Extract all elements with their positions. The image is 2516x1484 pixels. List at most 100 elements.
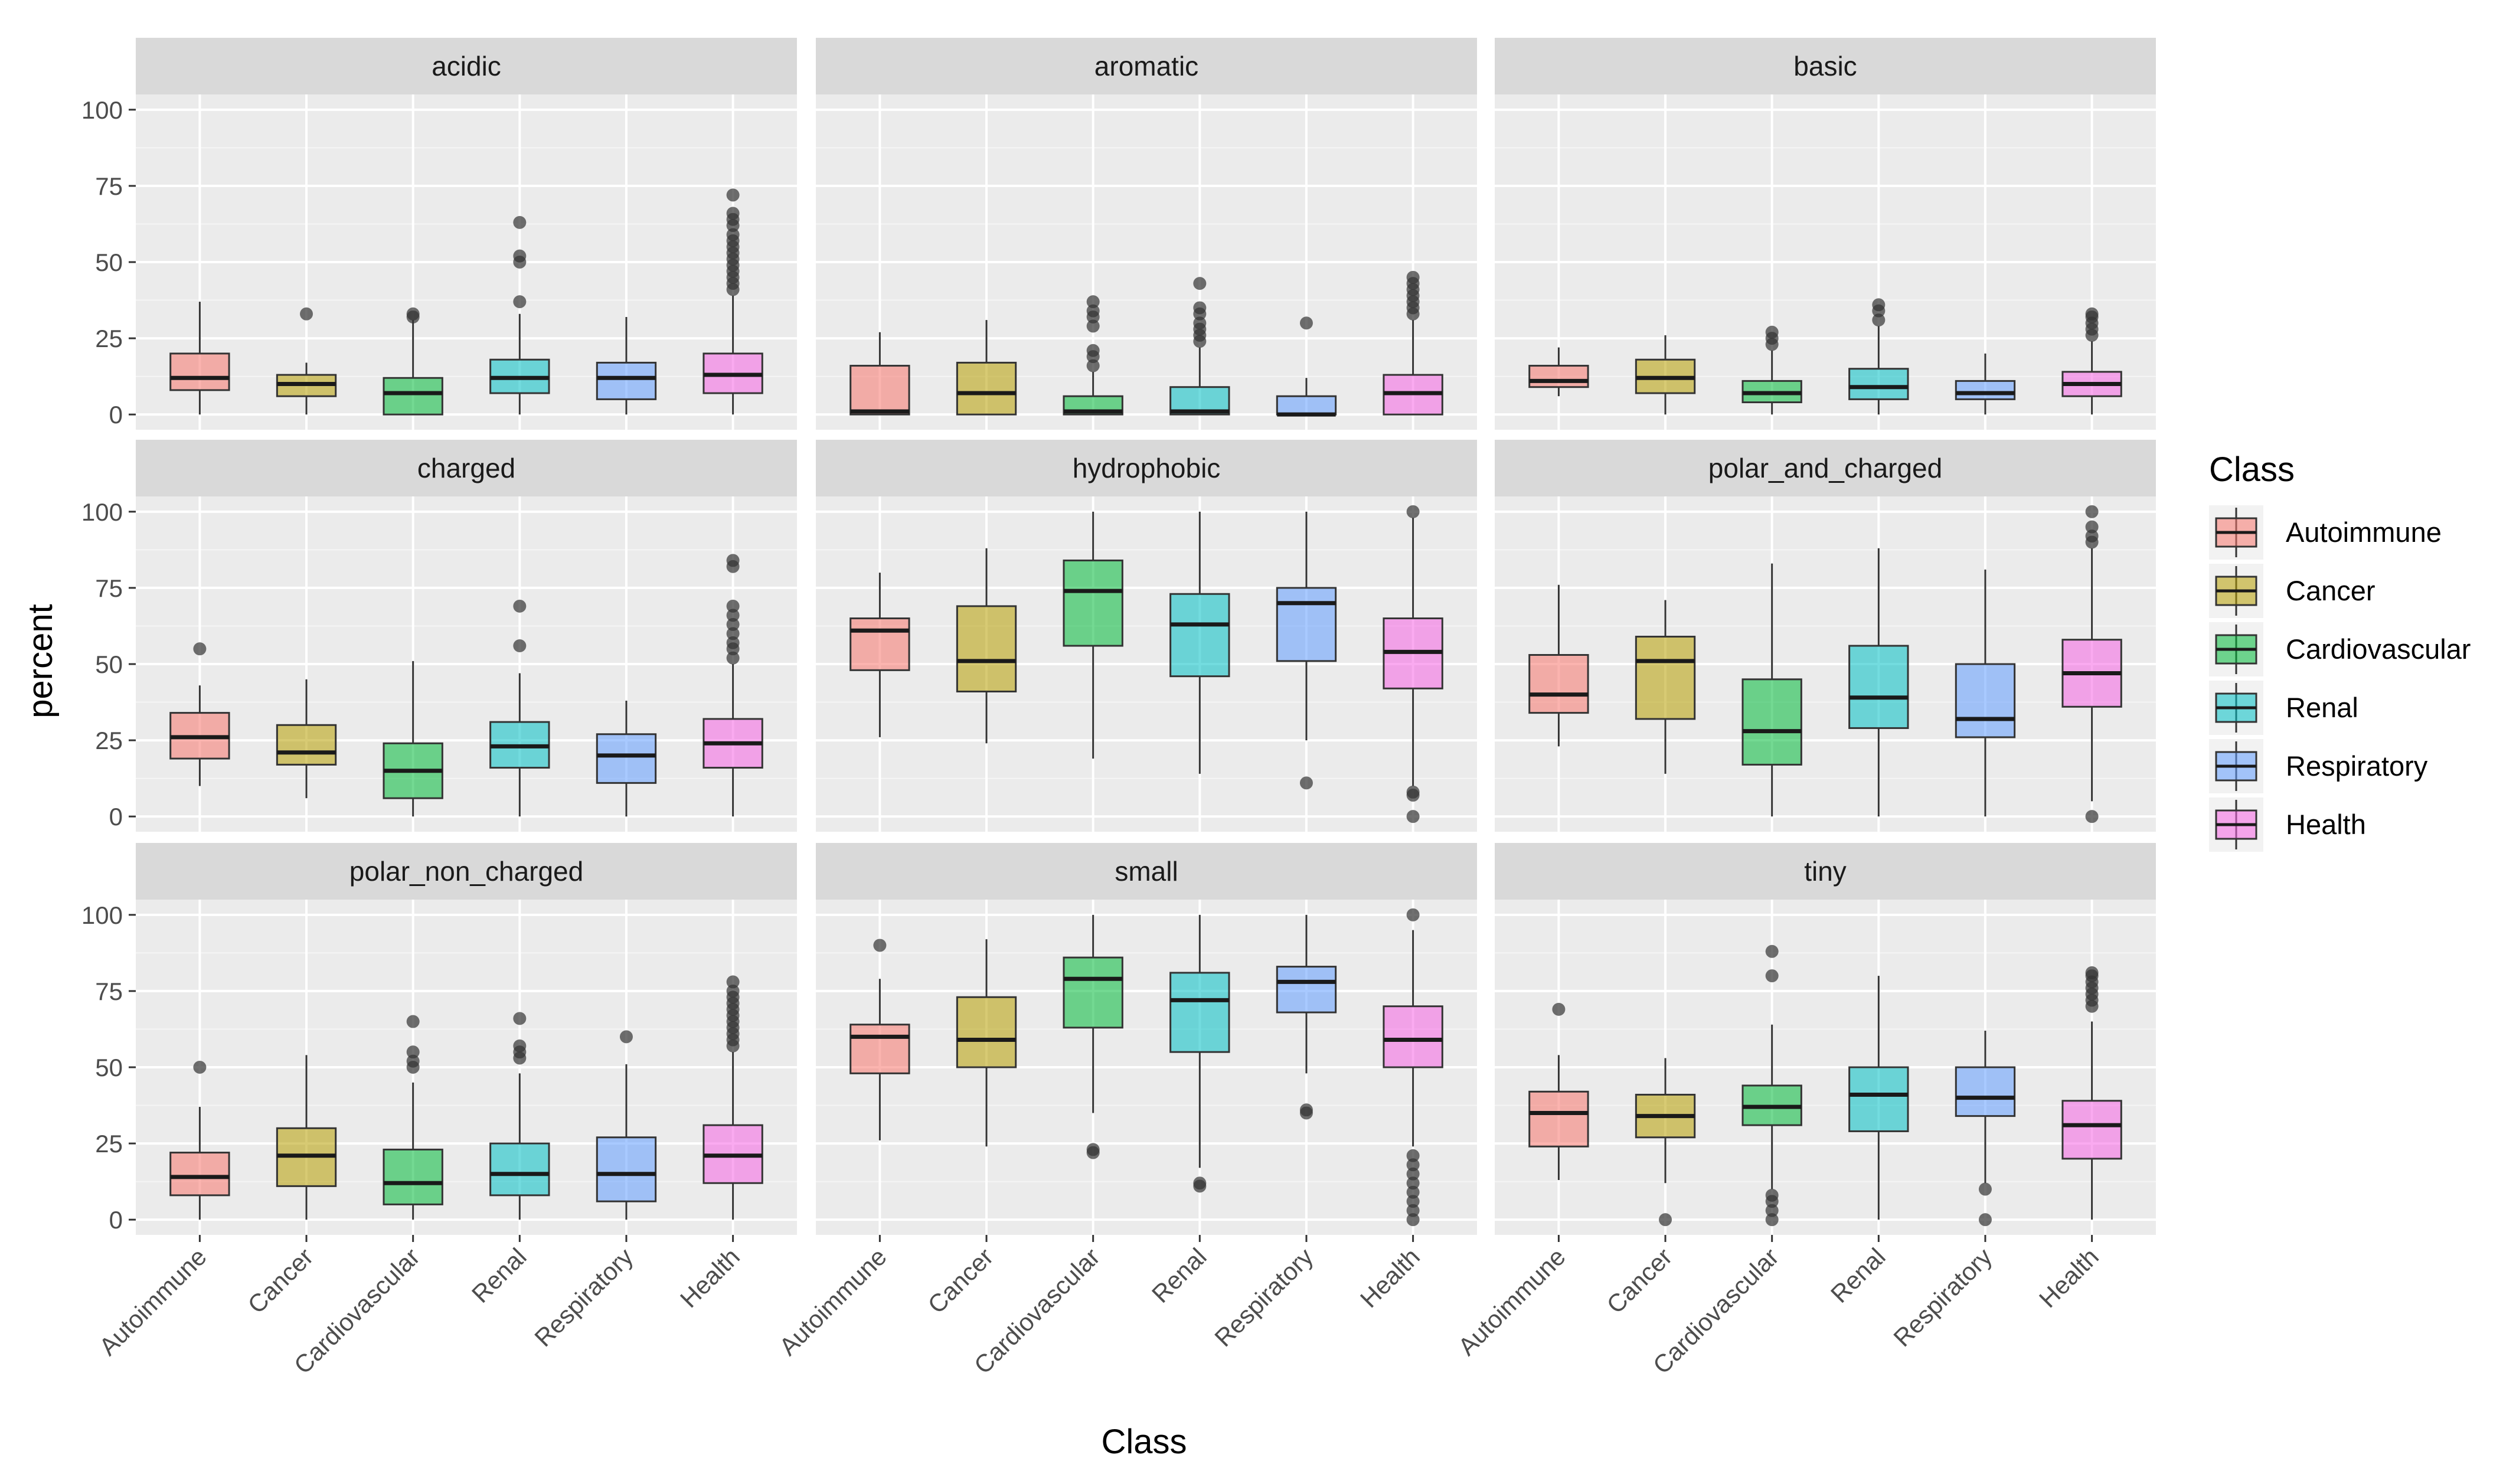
box-iqr [849, 617, 910, 671]
outlier-point [1406, 810, 1420, 823]
box-cardiovascular [1063, 914, 1123, 1159]
outlier-point [1406, 1195, 1420, 1208]
box-health [702, 975, 763, 1220]
box-respiratory [596, 1030, 657, 1220]
box-iqr [1955, 663, 2016, 738]
legend: Class Autoimmune Cancer Cardiovascular Renal… [2209, 450, 2471, 852]
outlier-point [1086, 304, 1100, 318]
facet-strip [136, 440, 797, 496]
box-cancer [276, 307, 337, 415]
box-renal [1169, 914, 1230, 1193]
outlier-point [1406, 1204, 1420, 1217]
box-respiratory [1276, 511, 1337, 790]
facet-panels: acidic 0 25 50 75 100 aromatic basic charged 0 25 5… [81, 38, 2156, 1379]
y-tick-label: 50 [95, 1054, 123, 1081]
facet-strip-label: hydrophobic [1073, 453, 1221, 483]
legend-label: Autoimmune [2286, 517, 2442, 548]
outlier-point [873, 939, 887, 952]
outlier-point [1765, 1188, 1779, 1202]
box-cardiovascular [1741, 325, 1802, 415]
facet-strip-label: polar_and_charged [1708, 453, 1942, 483]
box-autoimmune [169, 642, 230, 786]
box-iqr [1276, 587, 1337, 662]
box-iqr [1848, 645, 1909, 729]
outlier-point [1978, 1182, 1992, 1196]
outlier-point [1193, 277, 1207, 290]
box-iqr [596, 733, 657, 784]
box-cardiovascular [1741, 944, 1802, 1227]
box-iqr [1848, 368, 1909, 400]
facet-strip [136, 38, 797, 94]
box-cancer [956, 939, 1017, 1147]
outlier-point [1659, 1213, 1672, 1227]
box-iqr [1528, 365, 1589, 388]
box-cardiovascular [383, 307, 443, 416]
box-respiratory [596, 700, 657, 817]
legend-item-autoimmune: Autoimmune [2209, 505, 2442, 560]
box-renal [489, 215, 550, 415]
box-cardiovascular [383, 661, 443, 817]
outlier-point [1406, 1158, 1420, 1172]
facet-panel-charged: charged 0 25 50 75 100 [81, 440, 797, 832]
box-autoimmune [169, 302, 230, 415]
box-iqr [849, 365, 910, 416]
y-tick-label: 50 [95, 651, 123, 678]
box-iqr [1276, 395, 1337, 416]
box-cancer [1635, 335, 1696, 415]
box-cardiovascular [1063, 295, 1123, 416]
box-health [2061, 307, 2122, 415]
outlier-point [193, 1061, 207, 1074]
y-tick-label: 25 [95, 325, 123, 352]
box-cancer [956, 320, 1017, 416]
outlier-point [726, 651, 740, 665]
box-renal [1848, 976, 1909, 1220]
y-tick-label: 75 [95, 172, 123, 200]
outlier-point [513, 215, 527, 229]
outlier-point [726, 188, 740, 202]
outlier-point [2085, 520, 2099, 534]
box-iqr [596, 1136, 657, 1202]
outlier-point [2085, 307, 2099, 321]
outlier-point [726, 554, 740, 567]
y-tick-label: 75 [95, 978, 123, 1005]
legend-item-cardiovascular: Cardiovascular [2209, 622, 2471, 676]
box-iqr [956, 996, 1017, 1068]
outlier-point [1406, 785, 1420, 799]
outlier-point [1406, 1176, 1420, 1190]
facet-strip [1495, 440, 2156, 496]
box-health [702, 554, 763, 817]
outlier-point [1765, 1213, 1779, 1227]
outlier-point [2085, 529, 2099, 543]
outlier-point [726, 984, 740, 998]
box-iqr [849, 1024, 910, 1074]
outlier-point [726, 636, 740, 649]
outlier-point [726, 617, 740, 631]
facet-strip [136, 843, 797, 900]
outlier-point [1978, 1213, 1992, 1227]
box-autoimmune [1528, 347, 1589, 397]
legend-item-respiratory: Respiratory [2209, 739, 2428, 793]
outlier-point [2085, 810, 2099, 823]
box-iqr [169, 352, 230, 391]
facet-strip [816, 440, 1477, 496]
box-iqr [1741, 678, 1802, 766]
legend-item-renal: Renal [2209, 681, 2358, 735]
outlier-point [2085, 505, 2099, 518]
box-autoimmune [1528, 1002, 1589, 1181]
y-tick-label: 25 [95, 1130, 123, 1158]
box-iqr [956, 605, 1017, 692]
box-iqr [1169, 972, 1230, 1053]
box-iqr [1528, 1090, 1589, 1148]
outlier-point [1086, 359, 1100, 372]
box-cancer [1635, 600, 1696, 774]
box-renal [1848, 298, 1909, 415]
outlier-point [513, 1039, 527, 1052]
box-respiratory [1955, 569, 2016, 817]
legend-item-health: Health [2209, 797, 2366, 852]
outlier-point [1193, 301, 1207, 315]
legend-label: Respiratory [2286, 750, 2428, 782]
box-iqr [596, 361, 657, 400]
outlier-point [2085, 966, 2099, 979]
facet-strip-label: aromatic [1094, 51, 1198, 81]
